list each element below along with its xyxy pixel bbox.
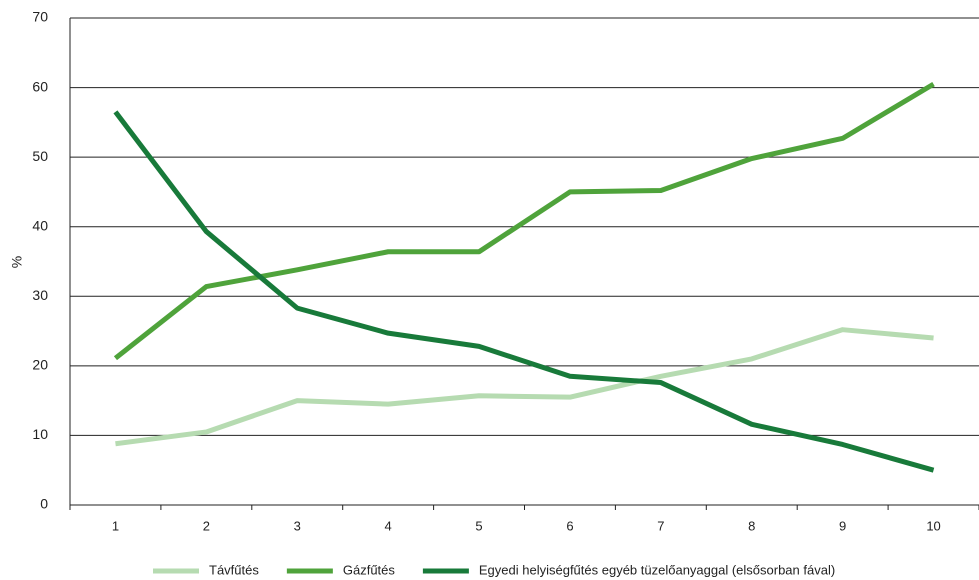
- x-tick-label: 9: [839, 518, 846, 533]
- y-tick-label: 30: [32, 287, 48, 303]
- x-tick-label: 2: [203, 518, 210, 533]
- x-tick-label: 6: [566, 518, 573, 533]
- x-tick-label: 10: [926, 518, 940, 533]
- x-tick-label: 3: [294, 518, 301, 533]
- x-tick-label: 5: [475, 518, 482, 533]
- y-tick-label: 50: [32, 148, 48, 164]
- y-tick-label: 10: [32, 426, 48, 442]
- x-tick-label: 1: [112, 518, 119, 533]
- y-tick-label: 70: [32, 9, 48, 25]
- y-tick-label: 20: [32, 357, 48, 373]
- y-axis-label: %: [9, 256, 25, 268]
- series-line: [115, 327, 934, 447]
- x-tick-label: 4: [385, 518, 392, 533]
- series-line: [113, 110, 935, 473]
- x-tick-label: 7: [657, 518, 664, 533]
- legend-label: Gázfűtés: [343, 562, 396, 577]
- x-tick-label: 8: [748, 518, 755, 533]
- legend-label: Egyedi helyiségfűtés egyéb tüzelőanyagga…: [479, 562, 835, 577]
- y-tick-label: 40: [32, 217, 48, 233]
- legend-label: Távfűtés: [209, 562, 259, 577]
- y-tick-label: 0: [40, 496, 48, 512]
- series-line: [113, 81, 935, 361]
- y-tick-label: 60: [32, 78, 48, 94]
